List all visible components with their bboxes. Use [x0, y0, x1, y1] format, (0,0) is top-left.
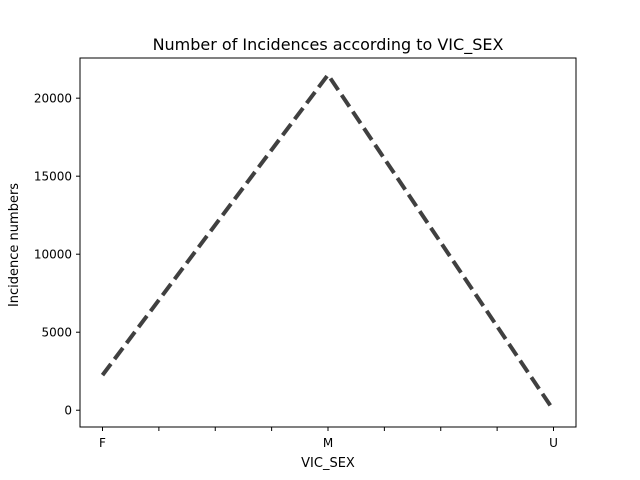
series-layer	[100, 71, 556, 412]
chart-title: Number of Incidences according to VIC_SE…	[153, 35, 504, 55]
x-tick-label: F	[99, 436, 106, 450]
y-tick-label: 20000	[34, 92, 72, 106]
x-tick-label: U	[549, 436, 558, 450]
y-axis: 0 5000 10000 15000 20000	[34, 92, 80, 418]
y-tick-label: 5000	[41, 326, 72, 340]
y-axis-label: Incidence numbers	[7, 183, 22, 307]
plot-frame	[79, 57, 577, 428]
x-tick-label: M	[323, 436, 333, 450]
y-tick-label: 15000	[34, 170, 72, 184]
x-axis-label: VIC_SEX	[301, 456, 355, 471]
series-line	[100, 71, 556, 412]
y-tick-label: 10000	[34, 248, 72, 262]
y-tick-label: 0	[64, 404, 72, 418]
